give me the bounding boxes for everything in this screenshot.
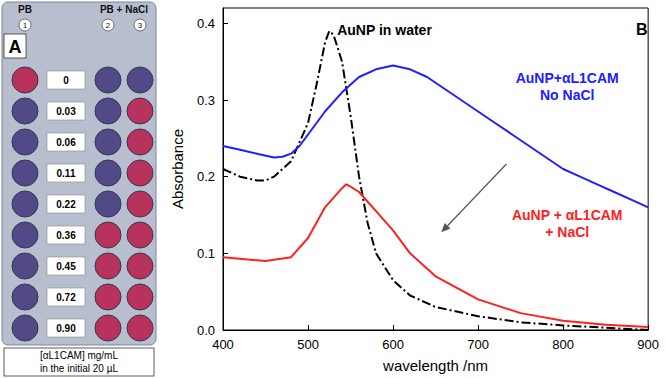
svg-text:0.1: 0.1 <box>197 246 215 261</box>
svg-text:PB + NaCl: PB + NaCl <box>100 4 148 15</box>
svg-text:0.2: 0.2 <box>197 169 215 184</box>
svg-text:A: A <box>9 37 22 57</box>
svg-text:No NaCl: No NaCl <box>540 87 594 103</box>
svg-text:in the initial 20 µL: in the initial 20 µL <box>40 363 118 374</box>
svg-text:[αL1CAM] mg/mL: [αL1CAM] mg/mL <box>40 350 118 361</box>
svg-text:400: 400 <box>212 337 234 352</box>
svg-text:0.45: 0.45 <box>56 261 76 272</box>
svg-text:0.3: 0.3 <box>197 93 215 108</box>
svg-text:900: 900 <box>637 337 659 352</box>
svg-text:700: 700 <box>467 337 489 352</box>
svg-text:0.06: 0.06 <box>56 137 76 148</box>
svg-text:0.03: 0.03 <box>56 106 76 117</box>
svg-text:3: 3 <box>138 21 143 30</box>
svg-text:2: 2 <box>106 21 111 30</box>
svg-text:PB: PB <box>18 4 32 15</box>
svg-text:B: B <box>636 21 648 38</box>
svg-text:0.22: 0.22 <box>56 199 76 210</box>
svg-text:500: 500 <box>297 337 319 352</box>
svg-text:+ NaCl: + NaCl <box>545 224 589 240</box>
svg-text:Absorbance: Absorbance <box>169 129 186 209</box>
svg-text:0.11: 0.11 <box>57 168 76 179</box>
svg-text:0: 0 <box>63 75 69 86</box>
svg-text:0.4: 0.4 <box>197 16 215 31</box>
svg-text:800: 800 <box>552 337 574 352</box>
svg-text:AuNP + αL1CAM: AuNP + αL1CAM <box>512 207 623 223</box>
svg-text:1: 1 <box>23 21 28 30</box>
svg-text:0.90: 0.90 <box>56 323 76 334</box>
svg-text:wavelength /nm: wavelength /nm <box>382 357 488 374</box>
svg-text:0.0: 0.0 <box>197 323 215 338</box>
svg-text:AuNP in water: AuNP in water <box>337 22 432 38</box>
svg-text:0.36: 0.36 <box>56 230 76 241</box>
svg-text:0.72: 0.72 <box>56 292 76 303</box>
svg-text:AuNP+αL1CAM: AuNP+αL1CAM <box>516 70 619 86</box>
svg-text:600: 600 <box>382 337 404 352</box>
